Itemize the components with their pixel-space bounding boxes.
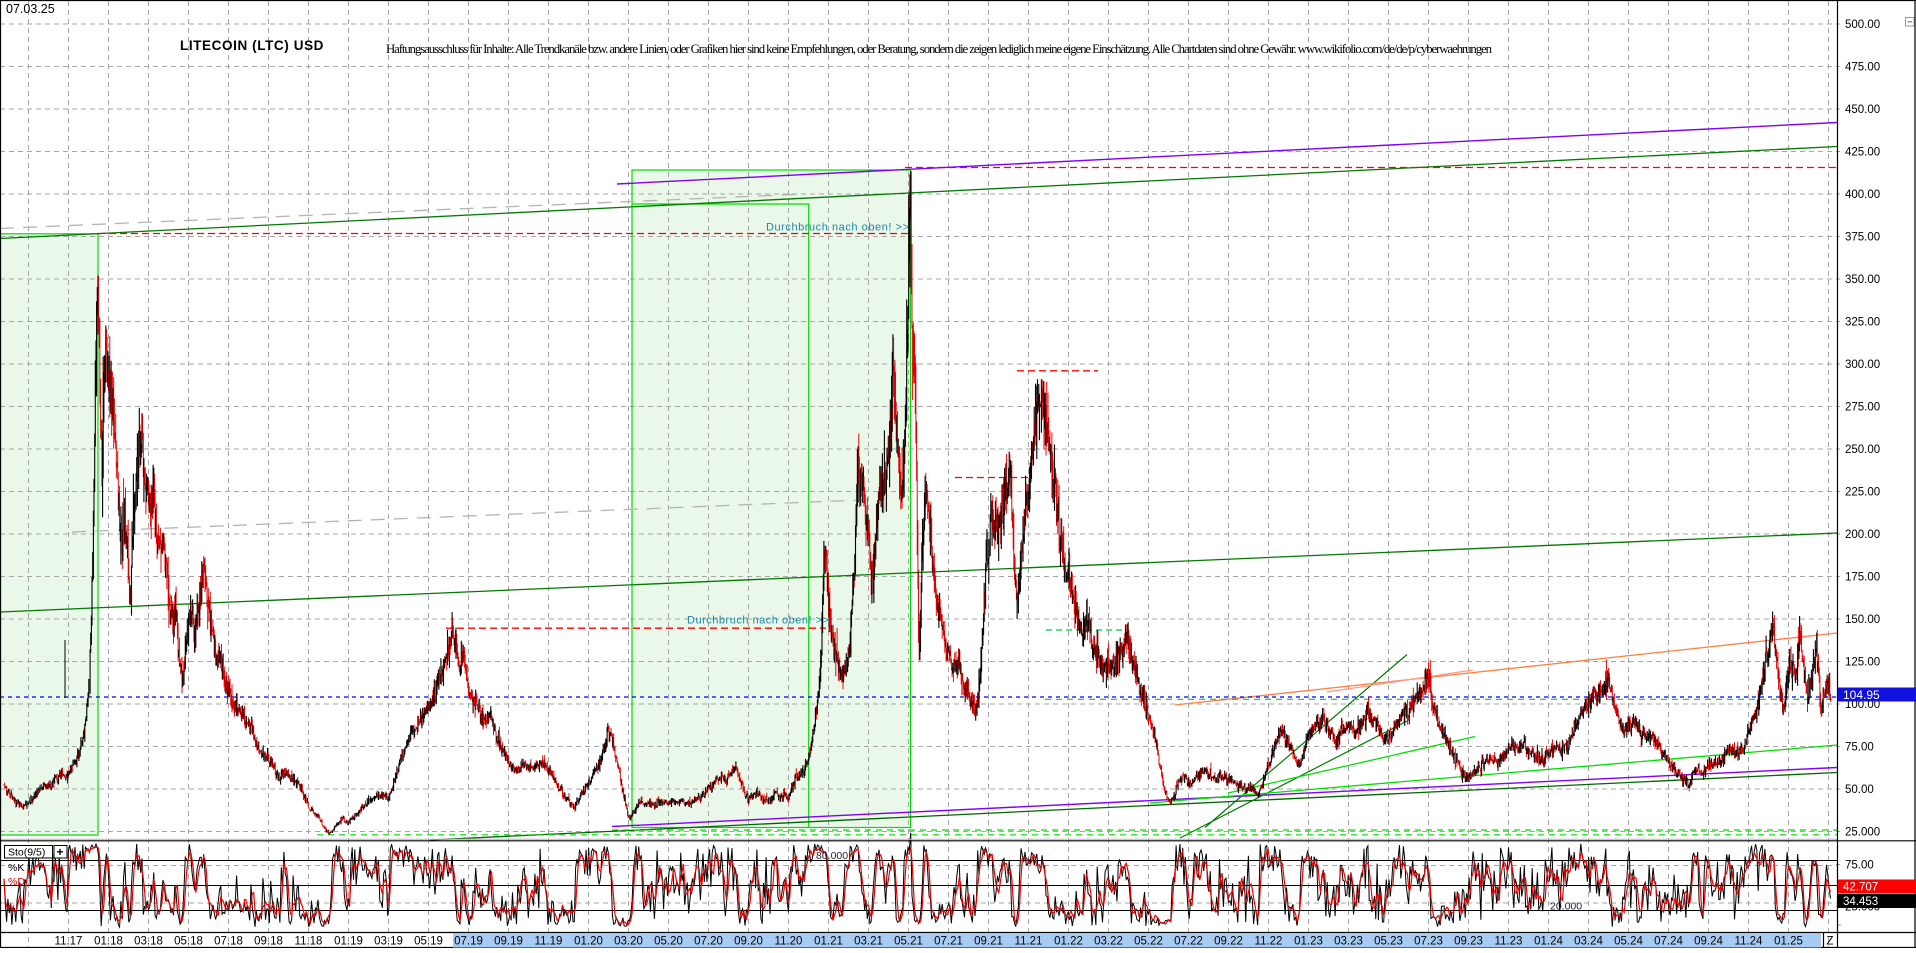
svg-text:03.22: 03.22 [1094, 936, 1123, 948]
svg-text:11.19: 11.19 [535, 936, 563, 948]
svg-text:Haftungsausschluss für Inhalte: Haftungsausschluss für Inhalte: Alle Tre… [386, 42, 1493, 56]
svg-text:01.19: 01.19 [334, 936, 363, 948]
svg-text:11.17: 11.17 [55, 936, 83, 948]
svg-text:LITECOIN (LTC) USD: LITECOIN (LTC) USD [180, 38, 324, 53]
svg-text:104.95: 104.95 [1843, 688, 1880, 702]
svg-text:50.00: 50.00 [1845, 784, 1874, 796]
svg-text:09.19: 09.19 [494, 936, 523, 948]
svg-text:75.00: 75.00 [1845, 860, 1874, 872]
svg-text:05.19: 05.19 [414, 936, 443, 948]
svg-text:425.00: 425.00 [1845, 147, 1880, 159]
svg-text:03.24: 03.24 [1574, 936, 1603, 948]
svg-text:05.18: 05.18 [174, 936, 203, 948]
svg-text:225.00: 225.00 [1845, 487, 1880, 499]
svg-text:150.00: 150.00 [1845, 614, 1880, 626]
svg-text:20.000: 20.000 [1550, 901, 1582, 913]
svg-text:03.20: 03.20 [614, 936, 643, 948]
svg-text:325.00: 325.00 [1845, 317, 1880, 329]
svg-text:75.00: 75.00 [1845, 742, 1874, 754]
svg-text:250.00: 250.00 [1845, 444, 1880, 456]
svg-text:01.18: 01.18 [94, 936, 123, 948]
svg-text:09.20: 09.20 [734, 936, 763, 948]
svg-text:11.24: 11.24 [1735, 936, 1764, 948]
svg-text:01.20: 01.20 [574, 936, 603, 948]
svg-text:03.19: 03.19 [374, 936, 403, 948]
svg-text:400.00: 400.00 [1845, 189, 1880, 201]
svg-text:05.22: 05.22 [1134, 936, 1163, 948]
svg-text:350.00: 350.00 [1845, 274, 1880, 286]
svg-text:11.18: 11.18 [295, 936, 323, 948]
svg-text:03.21: 03.21 [854, 936, 883, 948]
svg-text:Durchbruch nach oben! >>: Durchbruch nach oben! >> [766, 222, 909, 234]
svg-text:09.23: 09.23 [1454, 936, 1483, 948]
svg-text:01.22: 01.22 [1054, 936, 1083, 948]
svg-text:80.000: 80.000 [816, 850, 848, 862]
svg-text:11.21: 11.21 [1015, 936, 1043, 948]
svg-text:09.22: 09.22 [1214, 936, 1243, 948]
svg-text:300.00: 300.00 [1845, 359, 1880, 371]
svg-text:09.21: 09.21 [974, 936, 1003, 948]
svg-text:07.23: 07.23 [1414, 936, 1443, 948]
svg-text:11.20: 11.20 [775, 936, 803, 948]
svg-text:07.18: 07.18 [214, 936, 243, 948]
svg-text:07.21: 07.21 [934, 936, 963, 948]
svg-text:07.03.25: 07.03.25 [6, 2, 55, 16]
svg-text:475.00: 475.00 [1845, 62, 1880, 74]
svg-text:05.23: 05.23 [1374, 936, 1403, 948]
svg-text:01.24: 01.24 [1534, 936, 1563, 948]
svg-text:09.24: 09.24 [1694, 936, 1723, 948]
svg-text:34.453: 34.453 [1843, 896, 1878, 908]
svg-text:125.00: 125.00 [1845, 657, 1880, 669]
svg-text:01.21: 01.21 [814, 936, 843, 948]
svg-text:05.21: 05.21 [894, 936, 923, 948]
svg-text:Durchbruch nach oben! >>: Durchbruch nach oben! >> [687, 615, 829, 627]
svg-text:200.00: 200.00 [1845, 529, 1880, 541]
svg-text:%K: %K [8, 862, 24, 874]
svg-text:01.23: 01.23 [1294, 936, 1323, 948]
svg-text:09.18: 09.18 [254, 936, 283, 948]
svg-text:03.18: 03.18 [134, 936, 163, 948]
svg-text:375.00: 375.00 [1845, 232, 1880, 244]
svg-text:05.24: 05.24 [1614, 936, 1643, 948]
svg-text:100.00: 100.00 [1845, 699, 1880, 711]
svg-text:275.00: 275.00 [1845, 402, 1880, 414]
svg-text:01.25: 01.25 [1774, 936, 1803, 948]
svg-text:25.000: 25.000 [1845, 827, 1880, 839]
svg-text:175.00: 175.00 [1845, 572, 1880, 584]
svg-text:07.19: 07.19 [454, 936, 483, 948]
svg-text:11.22: 11.22 [1255, 936, 1283, 948]
svg-text:03.23: 03.23 [1334, 936, 1363, 948]
svg-text:Sto(9/5): Sto(9/5) [8, 847, 45, 859]
svg-text:11.23: 11.23 [1495, 936, 1523, 948]
svg-text:Z: Z [1826, 936, 1833, 948]
svg-text:%D: %D [8, 876, 25, 888]
svg-text:07.24: 07.24 [1654, 936, 1683, 948]
svg-text:+: + [57, 845, 64, 859]
svg-text:05.20: 05.20 [654, 936, 683, 948]
svg-text:450.00: 450.00 [1845, 104, 1880, 116]
svg-text:500.00: 500.00 [1845, 19, 1880, 31]
svg-text:07.20: 07.20 [694, 936, 723, 948]
svg-text:42.707: 42.707 [1843, 882, 1878, 894]
svg-text:07.22: 07.22 [1174, 936, 1203, 948]
